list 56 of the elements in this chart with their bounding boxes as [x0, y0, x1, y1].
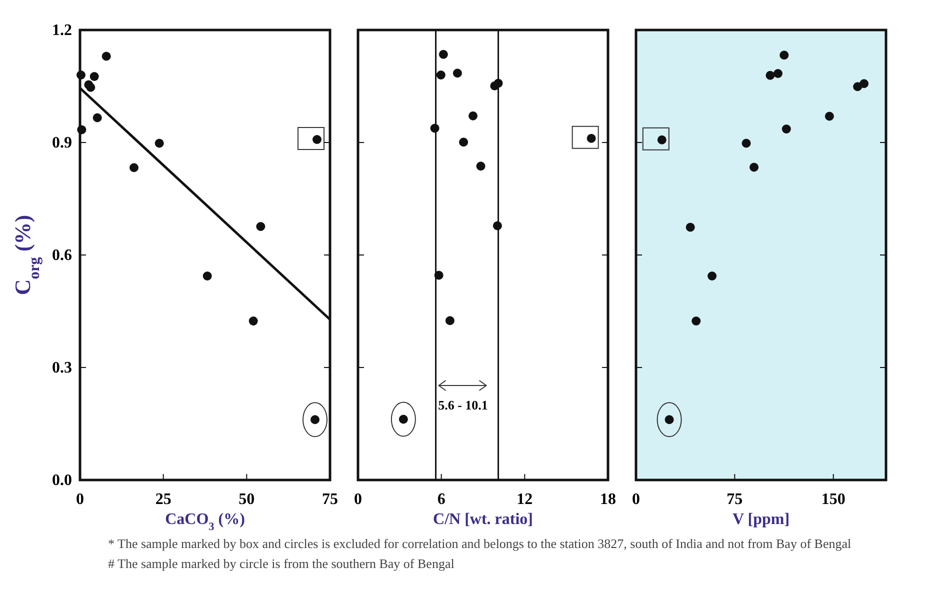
x-axis-title: C/N [wt. ratio]	[433, 511, 533, 528]
point	[86, 82, 96, 92]
x-tick-label: 12	[516, 491, 533, 508]
x-tick-label: 0	[76, 491, 84, 508]
point	[90, 72, 99, 81]
point	[692, 316, 701, 326]
point	[492, 221, 502, 230]
point	[452, 68, 462, 78]
text: * The sample marked by box and circles is excluded for correlation and belongs to the station 3827, south of India and not from Bay of Bengal	[108, 536, 852, 551]
point	[430, 124, 440, 133]
point	[468, 111, 478, 120]
point	[436, 70, 446, 80]
x-tick-label: 150	[821, 491, 846, 508]
y-tick-label: 0.9	[52, 134, 72, 152]
x-tick-label: 6	[437, 491, 446, 508]
point	[102, 52, 111, 61]
point	[154, 138, 164, 148]
x-tick-label: 75	[726, 491, 743, 508]
point	[476, 162, 486, 171]
text: # The sample marked by circle is from the southern Bay of Bengal	[108, 556, 455, 571]
point	[773, 69, 782, 78]
point	[742, 138, 751, 148]
point	[92, 113, 102, 122]
point	[434, 270, 444, 280]
x-tick-label: 0	[632, 491, 640, 508]
point	[586, 134, 596, 143]
point	[766, 70, 775, 80]
point	[494, 78, 503, 88]
point	[750, 162, 759, 172]
point	[708, 272, 717, 280]
point	[686, 222, 695, 232]
y-tick-label: 0.3	[52, 360, 72, 376]
x-tick-label: 50	[238, 491, 255, 508]
x-axis-title: CaCO$_{3}$ (%)	[165, 511, 245, 533]
x-tick-label: 75	[322, 491, 338, 508]
point	[202, 272, 212, 280]
point	[459, 138, 468, 147]
point	[312, 135, 322, 144]
y-tick-label: 0.6	[52, 247, 72, 264]
point	[657, 135, 666, 144]
y-tick-label: 0.0	[52, 472, 72, 489]
point	[445, 316, 454, 326]
x-tick-label: 0	[354, 491, 362, 508]
point	[256, 222, 266, 231]
point	[438, 50, 448, 59]
x-tick-label: 25	[155, 491, 172, 508]
point	[248, 316, 258, 326]
point	[130, 163, 138, 172]
y-tick-label: 1.2	[52, 22, 72, 39]
annotation: 5.6 - 10.1	[438, 398, 488, 412]
point	[824, 112, 834, 121]
point	[860, 79, 869, 88]
x-axis-title: V [ppm]	[732, 511, 790, 528]
point	[780, 50, 789, 60]
point	[782, 124, 791, 134]
x-tick-label: 18	[600, 491, 616, 508]
